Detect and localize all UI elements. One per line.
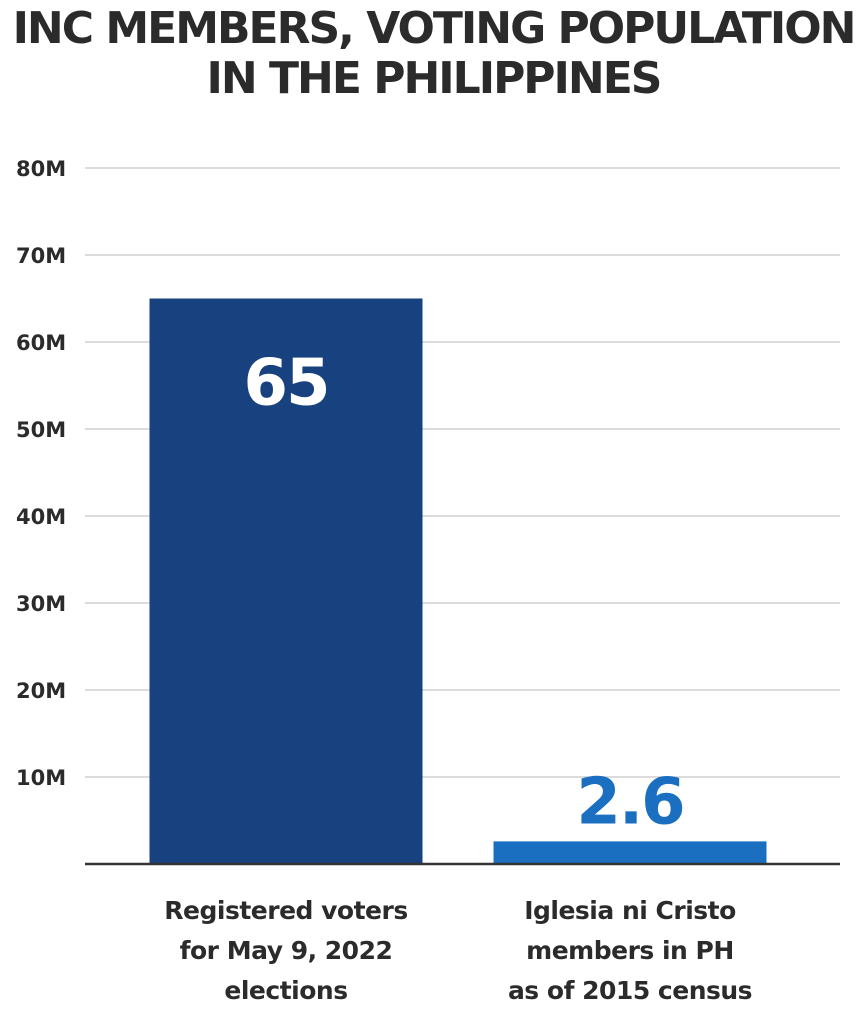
y-tick-label: 70M bbox=[16, 244, 66, 268]
category-label: for May 9, 2022 bbox=[180, 936, 393, 965]
y-tick-label: 30M bbox=[16, 592, 66, 616]
y-tick-label: 60M bbox=[16, 331, 66, 355]
category-label: as of 2015 census bbox=[508, 976, 752, 1005]
y-tick-label: 80M bbox=[16, 157, 66, 181]
category-label: members in PH bbox=[526, 936, 734, 965]
bar bbox=[493, 841, 767, 864]
y-tick-label: 10M bbox=[16, 766, 66, 790]
y-tick-label: 20M bbox=[16, 679, 66, 703]
data-label: 2.6 bbox=[576, 765, 683, 839]
chart-title-line-2: IN THE PHILIPPINES bbox=[206, 53, 662, 104]
chart-title-line-1: INC MEMBERS, VOTING POPULATION bbox=[12, 3, 857, 54]
data-label: 65 bbox=[243, 347, 328, 421]
category-label: Iglesia ni Cristo bbox=[524, 896, 736, 925]
category-label: Registered voters bbox=[164, 896, 407, 925]
category-label: elections bbox=[224, 976, 347, 1005]
bar bbox=[149, 298, 423, 864]
chart-title: INC MEMBERS, VOTING POPULATION IN THE PH… bbox=[0, 4, 867, 104]
y-tick-label: 40M bbox=[16, 505, 66, 529]
y-tick-label: 50M bbox=[16, 418, 66, 442]
